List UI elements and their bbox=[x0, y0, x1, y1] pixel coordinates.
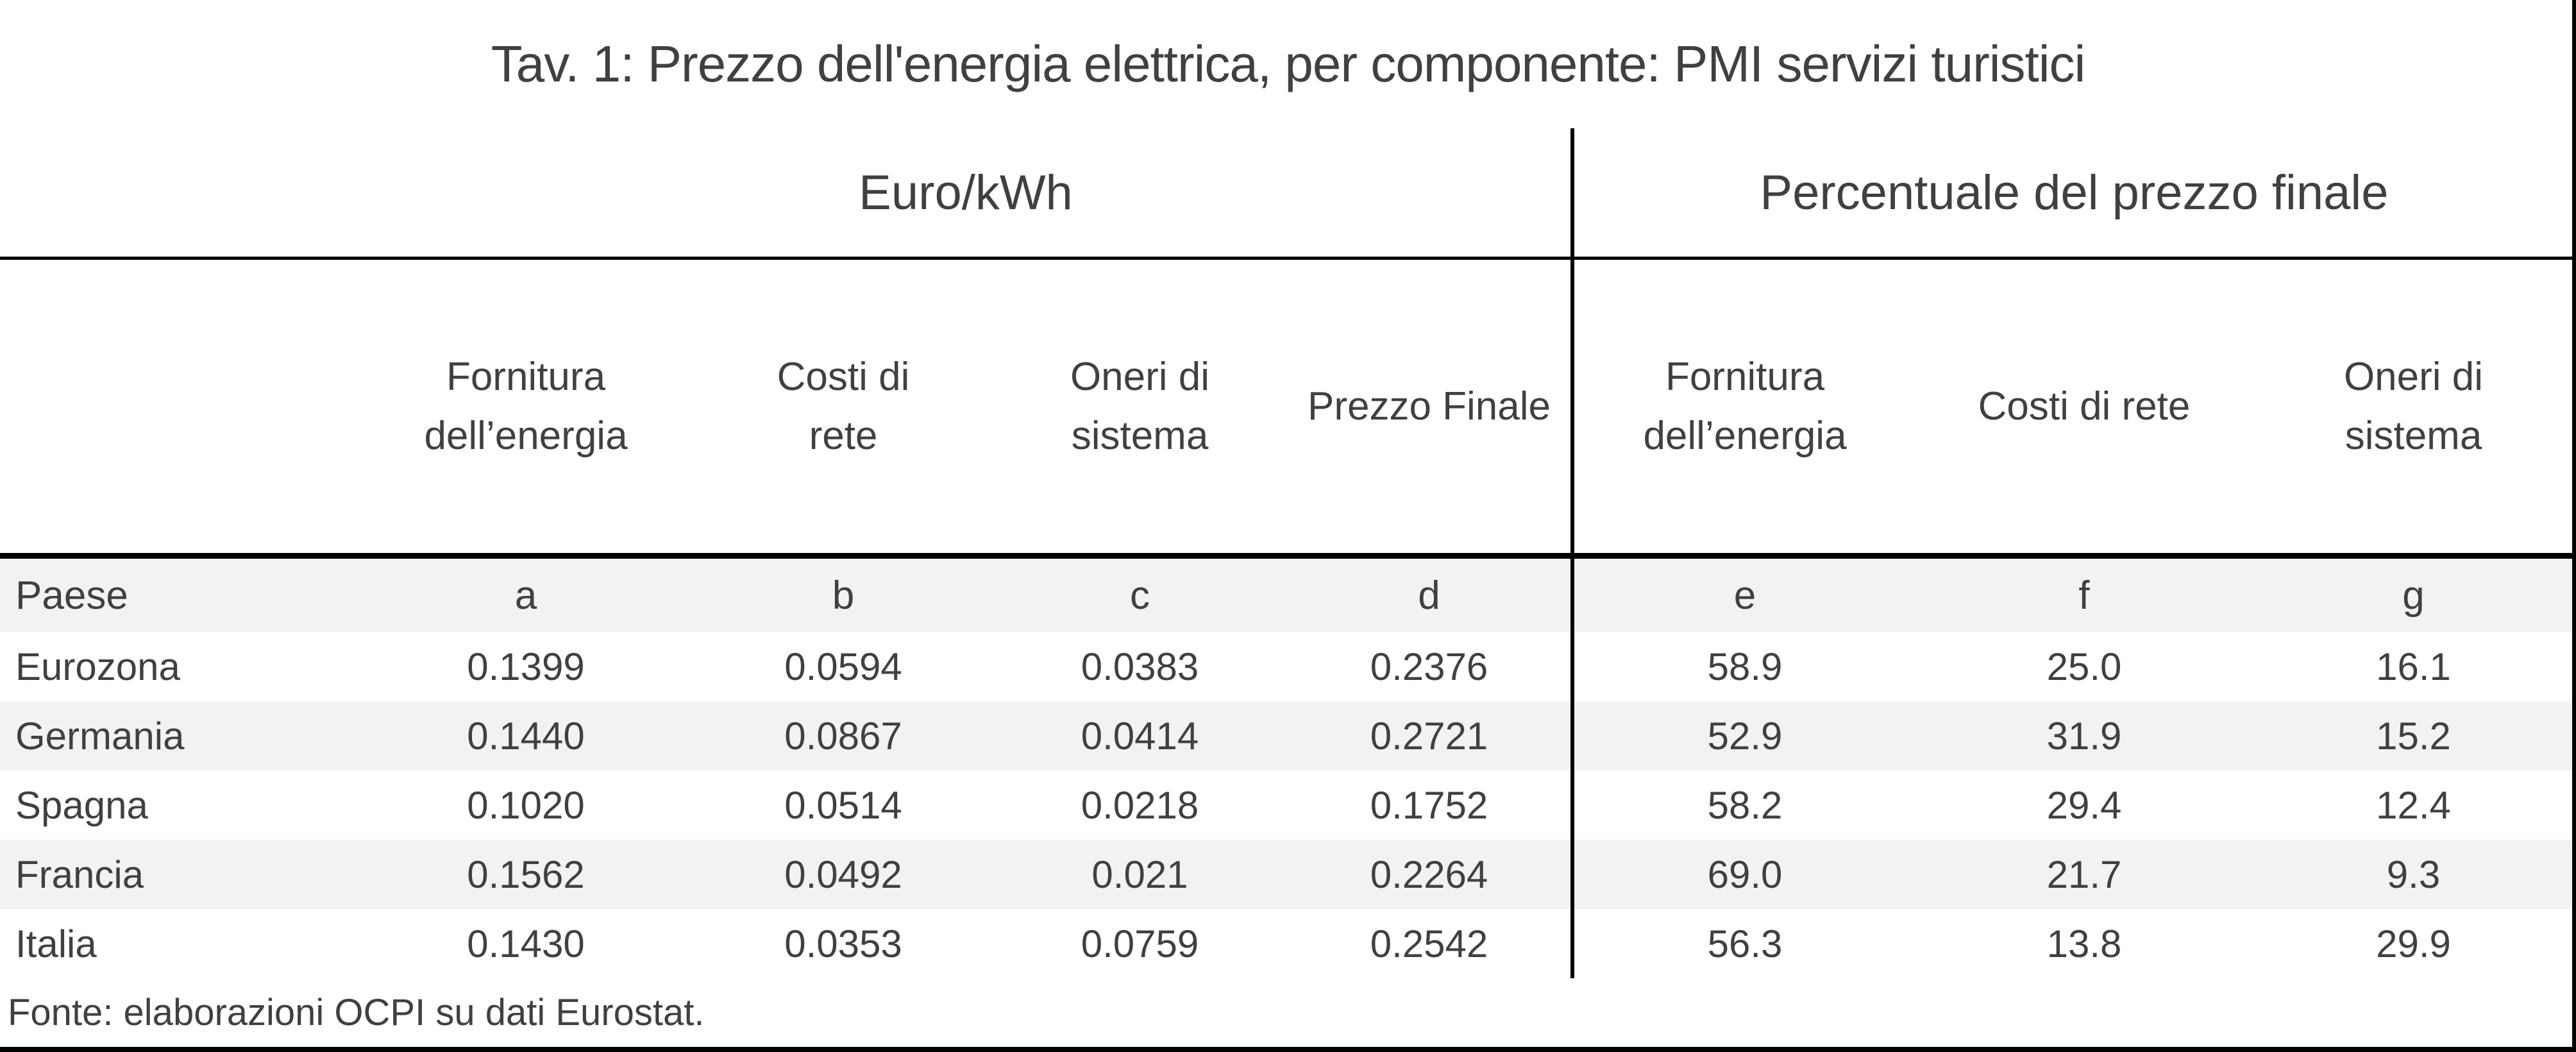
value-cell: 0.0383 bbox=[1081, 645, 1199, 688]
vertical-divider-line bbox=[1570, 128, 1574, 978]
value-cell: 56.3 bbox=[1707, 922, 1783, 965]
value-cell: 29.4 bbox=[2046, 783, 2122, 827]
country-cell: Eurozona bbox=[15, 645, 180, 688]
column-header-oneri-pct: Oneri di sistema bbox=[2343, 354, 2484, 458]
value-cell: 15.2 bbox=[2376, 714, 2451, 758]
letter-row: Paese a b c d e f g bbox=[0, 559, 2576, 632]
value-cell: 21.7 bbox=[2046, 853, 2122, 896]
value-cell: 0.2376 bbox=[1370, 645, 1488, 688]
value-cell: 0.0594 bbox=[784, 645, 902, 688]
value-cell: 0.0759 bbox=[1081, 922, 1199, 965]
country-cell: Italia bbox=[15, 922, 97, 965]
value-cell: 29.9 bbox=[2376, 922, 2451, 965]
value-cell: 0.0514 bbox=[784, 783, 902, 827]
value-cell: 52.9 bbox=[1707, 714, 1783, 758]
value-cell: 0.0414 bbox=[1081, 714, 1199, 758]
column-header-costi-euro: Costi di rete bbox=[777, 354, 910, 458]
thick-divider-line bbox=[0, 553, 2576, 559]
value-cell: 0.1562 bbox=[467, 853, 585, 896]
letter-cell-f: f bbox=[2078, 573, 2090, 618]
value-cell: 0.1440 bbox=[467, 714, 585, 758]
group-header-percent-final: Percentuale del prezzo finale bbox=[1760, 165, 2389, 220]
country-cell: Francia bbox=[15, 853, 144, 896]
column-header-empty-cell bbox=[0, 260, 359, 553]
right-border-line bbox=[2572, 0, 2576, 1052]
value-cell: 16.1 bbox=[2376, 645, 2451, 688]
value-cell: 58.2 bbox=[1707, 783, 1783, 827]
value-cell: 25.0 bbox=[2046, 645, 2122, 688]
value-cell: 0.0867 bbox=[784, 714, 902, 758]
table-row-eurozona: Eurozona 0.1399 0.0594 0.0383 0.2376 58.… bbox=[0, 632, 2576, 701]
table-title: Tav. 1: Prezzo dell'energia elettrica, p… bbox=[491, 35, 2086, 92]
value-cell: 0.2542 bbox=[1370, 922, 1488, 965]
table-row-germania: Germania 0.1440 0.0867 0.0414 0.2721 52.… bbox=[0, 701, 2576, 770]
letter-cell-a: a bbox=[514, 573, 537, 618]
column-header-oneri-euro: Oneri di sistema bbox=[1070, 354, 1210, 458]
value-cell: 9.3 bbox=[2386, 853, 2441, 896]
letter-cell-b: b bbox=[832, 573, 855, 618]
column-header-fornitura-euro: Fornitura dell’energia bbox=[424, 354, 628, 458]
value-cell: 31.9 bbox=[2046, 714, 2122, 758]
column-header-prezzo-finale: Prezzo Finale bbox=[1307, 384, 1551, 428]
source-note: Fonte: elaborazioni OCPI su dati Eurosta… bbox=[8, 992, 705, 1033]
group-header-empty-cell bbox=[0, 128, 359, 257]
letter-cell-e: e bbox=[1733, 573, 1756, 618]
bottom-border-line bbox=[0, 1047, 2576, 1052]
value-cell: 13.8 bbox=[2046, 922, 2122, 965]
column-header-row: Fornitura dell’energia Costi di rete One… bbox=[0, 260, 2576, 553]
value-cell: 58.9 bbox=[1707, 645, 1783, 688]
country-cell: Spagna bbox=[15, 783, 148, 827]
country-cell: Germania bbox=[15, 714, 185, 758]
value-cell: 69.0 bbox=[1707, 853, 1783, 896]
group-header-row: Euro/kWh Percentuale del prezzo finale bbox=[0, 128, 2576, 260]
letter-cell-g: g bbox=[2402, 573, 2425, 618]
value-cell: 0.2721 bbox=[1370, 714, 1488, 758]
value-cell: 12.4 bbox=[2376, 783, 2451, 827]
value-cell: 0.0353 bbox=[784, 922, 902, 965]
value-cell: 0.1430 bbox=[467, 922, 585, 965]
title-band: Tav. 1: Prezzo dell'energia elettrica, p… bbox=[0, 0, 2576, 128]
column-header-fornitura-pct: Fornitura dell’energia bbox=[1643, 354, 1847, 458]
value-cell: 0.1399 bbox=[467, 645, 585, 688]
group-header-euro-kwh: Euro/kWh bbox=[859, 165, 1073, 220]
table-row-spagna: Spagna 0.1020 0.0514 0.0218 0.1752 58.2 … bbox=[0, 770, 2576, 840]
value-cell: 0.021 bbox=[1091, 853, 1188, 896]
paese-label: Paese bbox=[15, 573, 128, 618]
letter-cell-d: d bbox=[1418, 573, 1440, 618]
source-row: Fonte: elaborazioni OCPI su dati Eurosta… bbox=[0, 978, 2576, 1047]
table-row-italia: Italia 0.1430 0.0353 0.0759 0.2542 56.3 … bbox=[0, 909, 2576, 978]
value-cell: 0.1020 bbox=[467, 783, 585, 827]
table-row-francia: Francia 0.1562 0.0492 0.021 0.2264 69.0 … bbox=[0, 840, 2576, 909]
value-cell: 0.0492 bbox=[784, 853, 902, 896]
letter-cell-c: c bbox=[1130, 573, 1150, 618]
value-cell: 0.0218 bbox=[1081, 783, 1199, 827]
value-cell: 0.2264 bbox=[1370, 853, 1488, 896]
value-cell: 0.1752 bbox=[1370, 783, 1488, 827]
column-header-costi-pct: Costi di rete bbox=[1978, 384, 2191, 428]
